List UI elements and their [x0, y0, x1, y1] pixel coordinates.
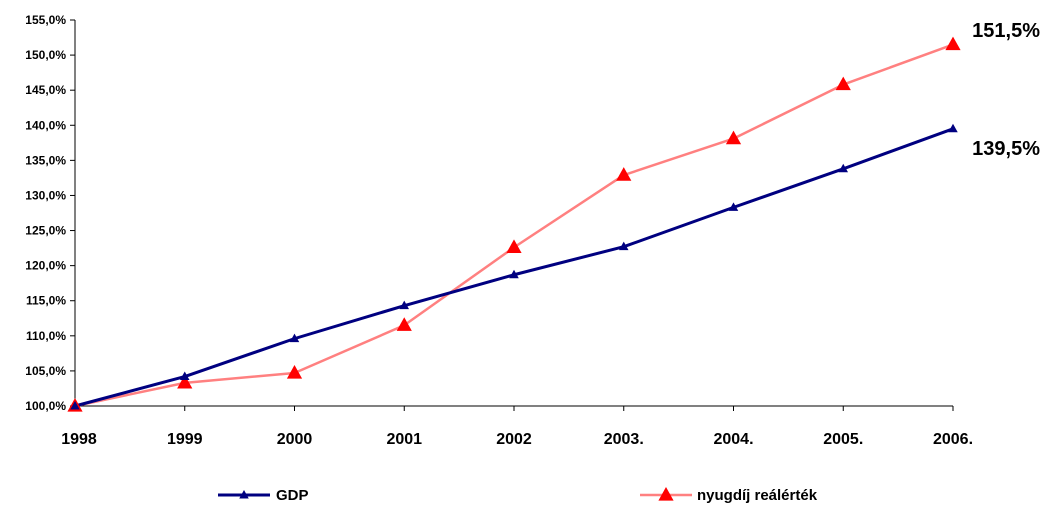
- data-point-gdp: [728, 202, 739, 211]
- x-axis-ticks: 1998 1999 2000 2001 2002 2003. 2004. 2005. 2006.: [61, 406, 973, 448]
- data-point-gdp: [838, 163, 848, 173]
- data-point-gdp: [948, 123, 958, 133]
- data-point-nyugdij: [506, 239, 522, 253]
- y-tick-label: 125,0%: [25, 224, 66, 238]
- y-tick-label: 135,0%: [25, 153, 66, 167]
- y-tick-label: 140,0%: [25, 118, 66, 132]
- data-point-gdp: [399, 300, 409, 310]
- annotations: 151,5% 139,5%: [972, 20, 1040, 160]
- data-point-nyugdij: [177, 374, 193, 389]
- data-point-gdp: [180, 371, 190, 381]
- legend-label-nyugdij: nyugdíj reálérték: [697, 487, 818, 504]
- y-tick-label: 150,0%: [25, 48, 66, 62]
- annotation-gdp-end: 139,5%: [972, 138, 1040, 160]
- data-point-nyugdij: [725, 130, 742, 145]
- data-point-gdp: [619, 241, 629, 251]
- y-tick-label: 120,0%: [25, 259, 66, 273]
- y-tick-label: 130,0%: [25, 188, 66, 202]
- data-point-gdp: [509, 269, 519, 279]
- data-point-gdp: [70, 401, 80, 410]
- legend-marker-gdp: [239, 490, 249, 499]
- y-tick-label: 105,0%: [25, 364, 66, 378]
- y-tick-label: 155,0%: [25, 13, 66, 27]
- x-tick-label: 2001: [386, 431, 422, 448]
- legend-label-gdp: GDP: [276, 487, 309, 504]
- x-tick-label: 2000: [277, 431, 313, 448]
- y-axis-ticks: 100,0% 105,0% 110,0% 115,0% 120,0% 125,0% 130,…: [25, 13, 75, 413]
- data-point-nyugdij: [616, 167, 632, 181]
- chart-axes: [74, 20, 953, 407]
- x-tick-label: 2002: [496, 431, 532, 448]
- y-tick-label: 110,0%: [26, 329, 66, 343]
- x-tick-label: 2003.: [604, 431, 644, 448]
- x-tick-label: 1999: [167, 431, 203, 448]
- y-tick-label: 145,0%: [25, 83, 66, 97]
- series-line-gdp: [74, 127, 954, 408]
- data-point-nyugdij: [835, 76, 851, 91]
- legend: GDP nyugdíj reálérték: [218, 487, 818, 504]
- series-layer: [67, 36, 961, 412]
- x-tick-label: 2006.: [933, 431, 973, 448]
- data-point-gdp: [289, 333, 300, 343]
- data-point-nyugdij: [286, 365, 303, 379]
- series-line-nyugdij: [74, 43, 954, 408]
- x-tick-label: 1998: [61, 431, 97, 448]
- y-tick-label: 100,0%: [25, 399, 66, 413]
- annotation-nyugdij-end: 151,5%: [972, 20, 1040, 42]
- data-point-nyugdij: [396, 317, 412, 331]
- data-point-nyugdij: [945, 36, 961, 51]
- y-tick-label: 115,0%: [26, 294, 66, 308]
- x-tick-label: 2004.: [713, 431, 753, 448]
- legend-marker-nyugdij: [658, 487, 674, 501]
- x-tick-label: 2005.: [823, 431, 863, 448]
